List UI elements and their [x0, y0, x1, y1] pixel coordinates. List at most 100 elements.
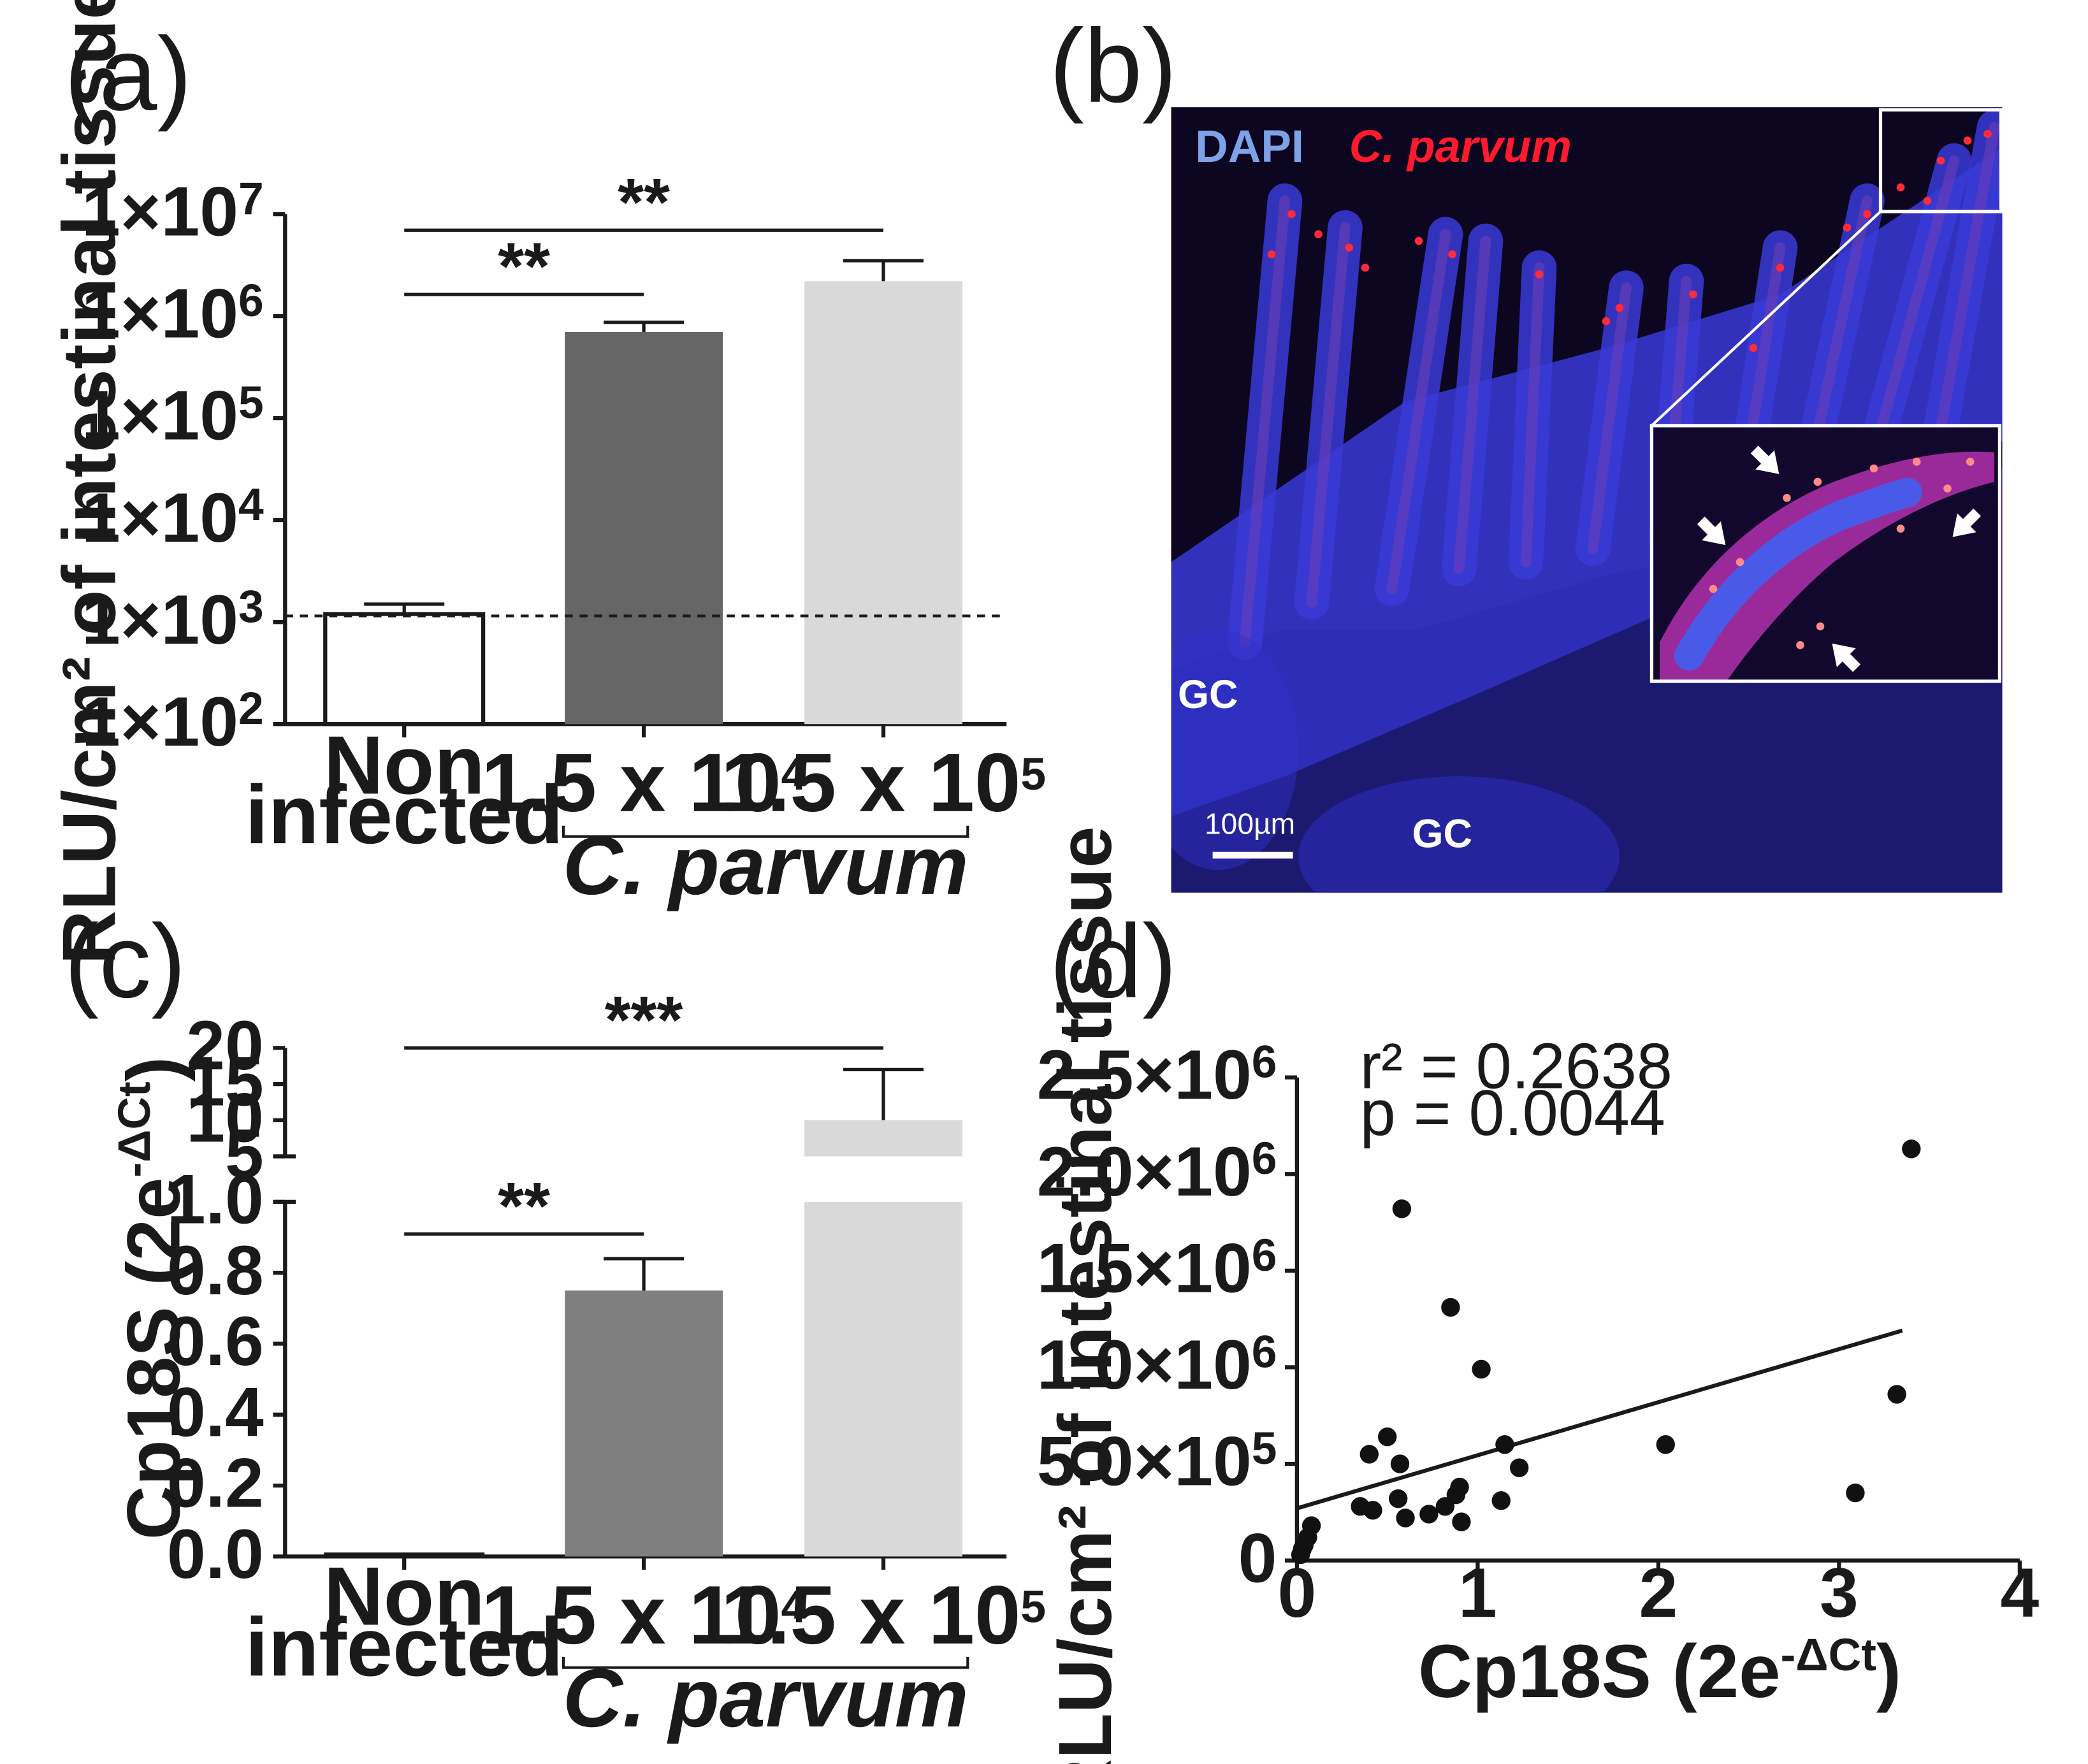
inset-parasite-dots: [1709, 458, 1975, 649]
panel-d: (d) RLU/cm² of intestinal tissue 05.0×10…: [1037, 827, 2040, 1764]
villus-edge: [1935, 122, 2000, 434]
x-tick-label: 1.5 x 104: [481, 736, 807, 829]
significance-stars: ***: [605, 983, 683, 1057]
x-tick-label: 1.5 x 104: [481, 1568, 807, 1661]
significance-stars: **: [498, 229, 550, 304]
parasite-dot: [1749, 343, 1758, 352]
x-tick-label: 1.5 x 105: [721, 736, 1046, 829]
scatter-point: [1359, 1445, 1379, 1464]
y-tick-label: 0.2: [167, 1445, 264, 1522]
scatter-point: [1656, 1435, 1675, 1454]
villus-edge: [1306, 222, 1351, 608]
y-axis-title: RLU/cm² of intestinal tissue: [48, 0, 131, 964]
inset-parasite-dot: [1796, 641, 1804, 649]
x-tick-label: 2: [1639, 1554, 1678, 1632]
inset-frame: [1649, 424, 2002, 683]
y-tick-label: 10: [186, 1079, 263, 1157]
bar: [323, 612, 486, 727]
villi: [1227, 110, 2003, 660]
y-tick-label: 1.0: [167, 1161, 264, 1239]
significance-brackets: *****: [404, 983, 883, 1243]
bars: [324, 1067, 962, 1570]
stain-label-parasite: C. parvum: [1349, 121, 1572, 172]
y-tick-label: 20: [186, 1007, 263, 1085]
parasite-dot: [1414, 236, 1423, 245]
villus-edge: [1453, 235, 1491, 574]
y-tick-label: 2.5×106: [1037, 1036, 1277, 1114]
y-tick-label: 1×106: [82, 275, 264, 353]
villus-edge: [1868, 155, 1960, 461]
panel-label-a: (a): [64, 15, 192, 132]
scatter-point: [1846, 1483, 1865, 1503]
inset-parasite-dot: [1912, 458, 1921, 466]
scatter-point: [1390, 1454, 1410, 1473]
scatter-point: [1491, 1491, 1511, 1510]
y-tick-label: 1×105: [82, 377, 264, 455]
inset-villus-core: [1674, 477, 1922, 671]
scatter-point: [1363, 1501, 1382, 1520]
y-tick-label: 1×104: [82, 479, 264, 557]
parasite-dot: [1535, 270, 1544, 278]
parasite-dot: [1923, 196, 1932, 205]
scatter-point: [1377, 1427, 1397, 1447]
inset-parasite-dot: [1869, 464, 1878, 473]
panel-label-d: (d): [1049, 903, 1177, 1020]
group-bracket: [562, 825, 969, 838]
x-axis-title: Cp18S (2e-ΔCt): [1418, 1630, 1901, 1713]
bar-lower-segment: [804, 1201, 962, 1557]
panel-label-b: (b): [1049, 8, 1177, 124]
gc-label-1: GC: [1178, 672, 1238, 717]
inset-parasite-dot: [1966, 458, 1975, 466]
germinal-center-1: [1171, 629, 1298, 871]
parasite-dot: [1345, 243, 1354, 252]
inset-parasite-dot: [1896, 524, 1905, 533]
parasite-dots: [1267, 129, 1992, 352]
parasite-dot: [1287, 210, 1296, 219]
group-bracket: [562, 1656, 969, 1669]
parasite-dot: [1776, 263, 1785, 272]
y-tick-labels: 0 5.0×105 1.0×106 1.5×106 2.0×106 2.5×106: [1037, 1036, 1297, 1597]
scatter-point: [1293, 1539, 1312, 1559]
parasite-dot: [1963, 136, 1972, 145]
y-tick-label: 1×107: [82, 173, 264, 251]
x-tick-label: Non: [324, 718, 485, 811]
group-label: C. parvum: [563, 819, 969, 912]
regression-line: [1296, 1328, 1903, 1510]
significance-stars: **: [498, 1169, 550, 1243]
significance-brackets: ** **: [404, 165, 883, 304]
villus-edge: [1386, 229, 1451, 595]
parasite-dot: [1314, 230, 1323, 238]
y-tick-label: 1.0×106: [1037, 1326, 1277, 1404]
scatter-point: [1509, 1458, 1529, 1477]
y-tick-label: 1×103: [82, 581, 264, 659]
y-tick-label: 15: [186, 1043, 263, 1121]
x-tick-label: 4: [2001, 1554, 2040, 1632]
y-tick-label: 0: [1238, 1519, 1277, 1597]
scatter-points: [1291, 1139, 1921, 1565]
x-tick-labels: 0 1 2 3 4: [1278, 1554, 2040, 1632]
inset-parasite-dot: [1813, 477, 1822, 486]
parasite-dot: [1267, 250, 1276, 259]
scatter-point: [1441, 1298, 1460, 1317]
inset: [1649, 424, 2002, 683]
y-tick-label: 2.0×106: [1037, 1133, 1277, 1211]
group-label: C. parvum: [563, 1651, 969, 1744]
parasite-dot: [1863, 210, 1871, 219]
p-value-label: p = 0.0044: [1360, 1078, 1665, 1149]
y-tick-label: 0.6: [167, 1303, 264, 1380]
x-tick-label: 1: [1458, 1554, 1497, 1632]
parasite-dot: [1689, 290, 1697, 299]
inset-parasite-dot: [1783, 494, 1791, 502]
zoom-region-box: [1878, 108, 2003, 213]
panel-c: (c) Cp18S (2e-ΔCt) 0.00.20.40.60.81.0510…: [64, 903, 1046, 1744]
parasite-dot: [1936, 156, 1945, 165]
y-tick-label: 1×102: [82, 683, 264, 761]
parasite-dot: [1896, 183, 1905, 192]
scatter-point: [1388, 1489, 1408, 1508]
scatter-point: [1419, 1505, 1439, 1524]
scatter-point: [1450, 1477, 1469, 1497]
